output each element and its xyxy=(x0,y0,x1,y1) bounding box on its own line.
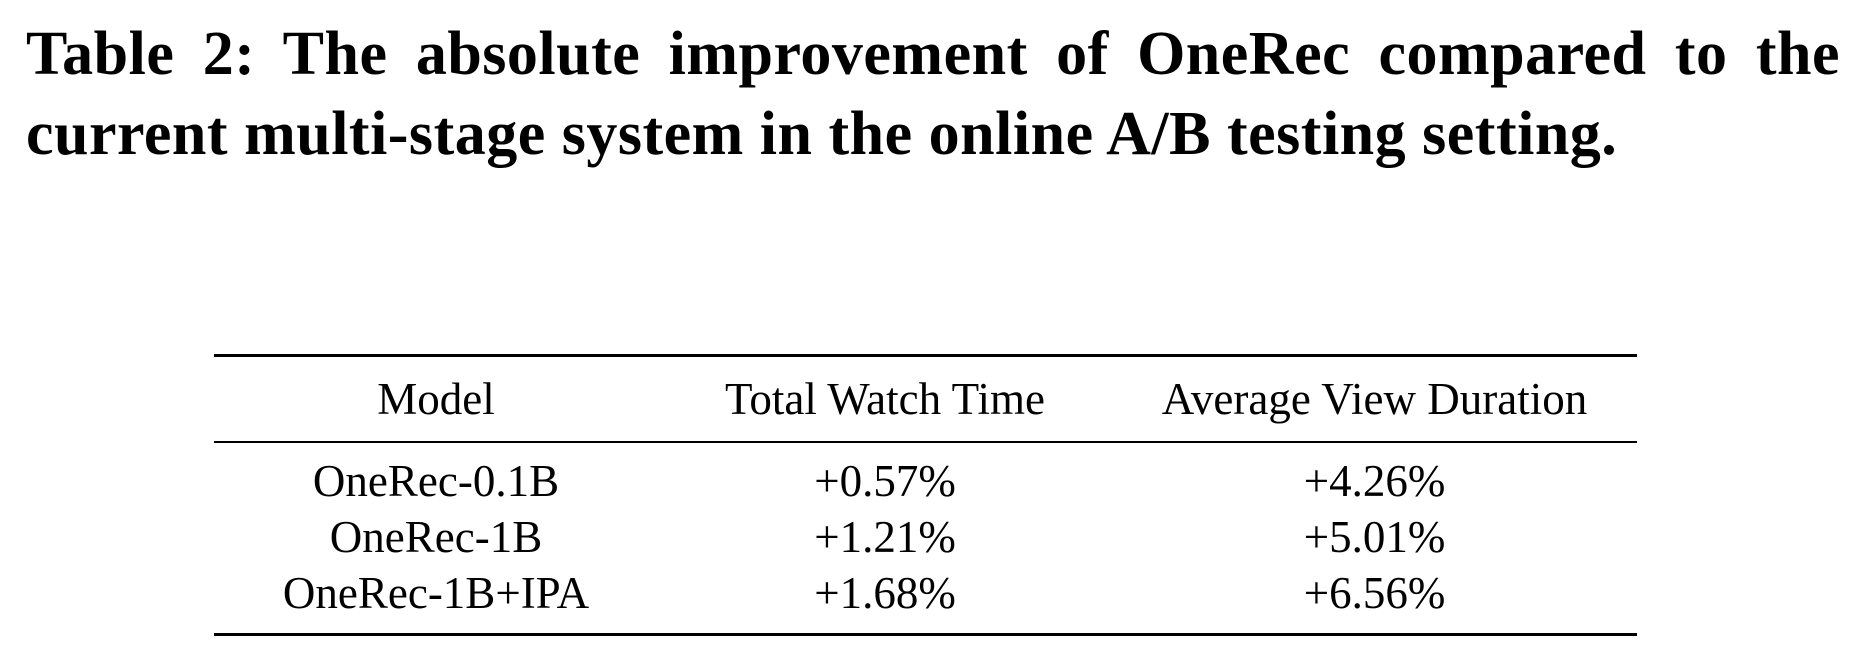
table-cell: OneRec-1B xyxy=(329,511,543,562)
table-caption: Table 2: The absolute improvement of One… xyxy=(26,20,1840,168)
table-cell: OneRec-0.1B xyxy=(312,455,560,506)
column-header: Total Watch Time xyxy=(725,373,1045,424)
table-cell: +1.68% xyxy=(814,567,956,618)
table-header: Model Total Watch Time Average View Durati… xyxy=(214,355,1637,442)
table-row: OneRec-1B +1.21% +5.01% xyxy=(214,507,1637,567)
header-row: Model Total Watch Time Average View Durati… xyxy=(214,355,1637,442)
table-cell: +1.21% xyxy=(814,511,956,562)
column-header: Model xyxy=(377,373,495,424)
column-header: Average View Duration xyxy=(1161,373,1588,424)
results-table: Model Total Watch Time Average View Durati… xyxy=(214,354,1637,636)
table-row: OneRec-1B+IPA +1.68% +6.56% xyxy=(214,567,1637,634)
table-cell: +4.26% xyxy=(1303,455,1446,506)
table-cell: +6.56% xyxy=(1303,567,1446,618)
table-body: OneRec-0.1B +0.57% +4.26% OneRec-1B +1.21% +5… xyxy=(214,442,1637,634)
table-cell: +0.57% xyxy=(814,455,956,506)
table-cell: OneRec-1B+IPA xyxy=(282,567,590,618)
table-row: OneRec-0.1B +0.57% +4.26% xyxy=(214,442,1637,507)
table-cell: +5.01% xyxy=(1303,511,1446,562)
